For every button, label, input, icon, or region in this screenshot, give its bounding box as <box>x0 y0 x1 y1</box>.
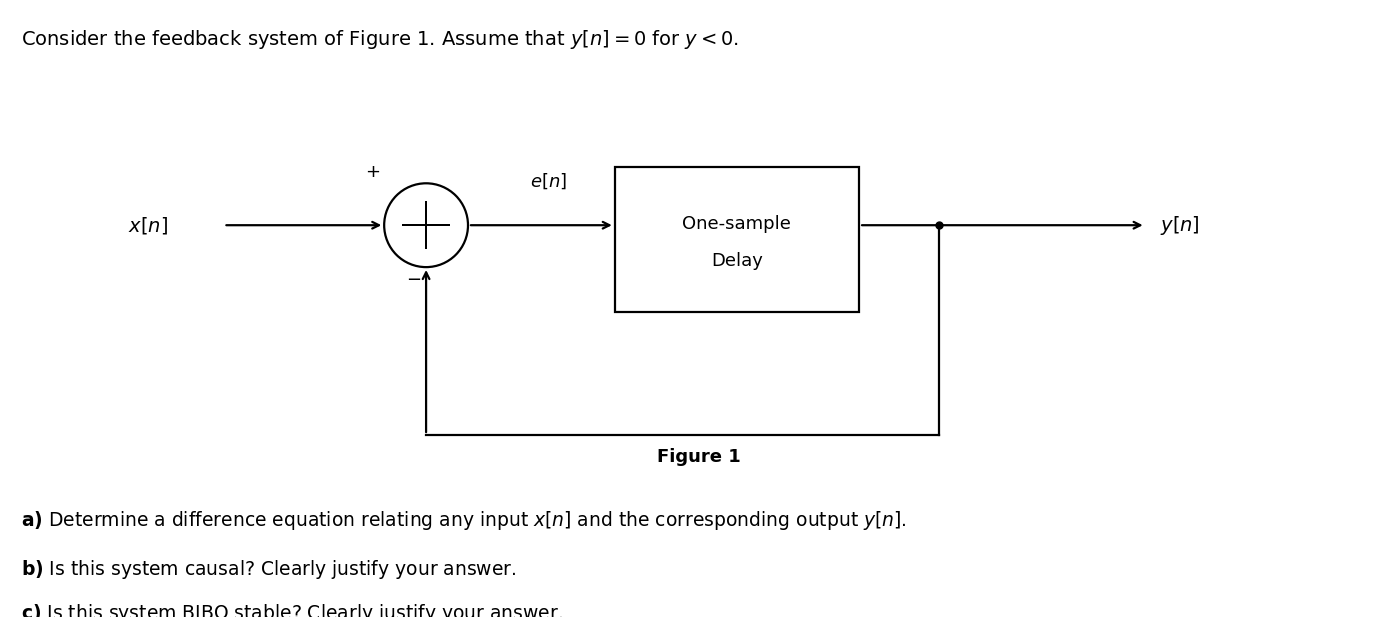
Text: −: − <box>407 271 420 289</box>
Text: $\mathbf{a)}$ Determine a difference equation relating any input $x[n]$ and the : $\mathbf{a)}$ Determine a difference equ… <box>21 509 907 532</box>
Text: Delay: Delay <box>711 252 763 270</box>
Text: $\mathbf{b)}$ Is this system causal? Clearly justify your answer.: $\mathbf{b)}$ Is this system causal? Cle… <box>21 558 517 581</box>
Text: $\mathbf{c)}$ Is this system BIBO stable? Clearly justify your answer.: $\mathbf{c)}$ Is this system BIBO stable… <box>21 602 563 617</box>
Text: $x[n]$: $x[n]$ <box>127 215 168 236</box>
Text: $y[n]$: $y[n]$ <box>1160 213 1200 237</box>
Text: Figure 1: Figure 1 <box>657 447 740 466</box>
Text: One-sample: One-sample <box>683 215 791 233</box>
Text: $e[n]$: $e[n]$ <box>529 172 567 191</box>
Bar <box>615 167 859 312</box>
Text: Consider the feedback system of Figure 1. Assume that $y[n] = 0$ for $y < 0$.: Consider the feedback system of Figure 1… <box>21 28 739 51</box>
Text: +: + <box>365 164 380 181</box>
